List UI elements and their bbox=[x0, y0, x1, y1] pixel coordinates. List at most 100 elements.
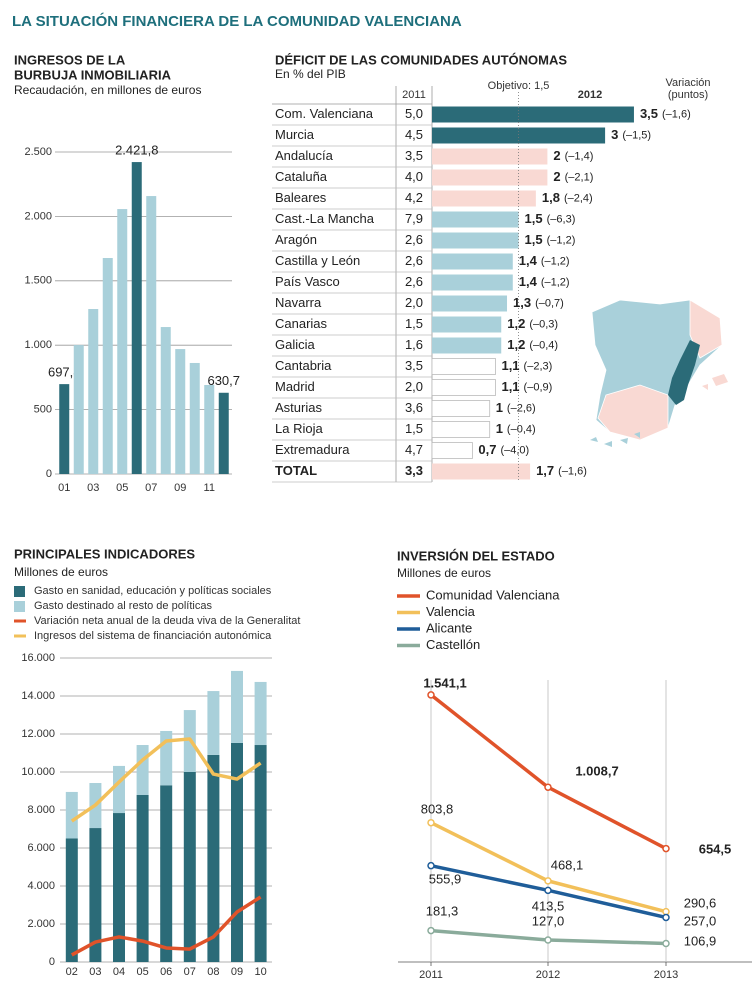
legend-swatch bbox=[14, 601, 25, 612]
x-tick-label: 03 bbox=[87, 482, 99, 494]
bar bbox=[431, 400, 491, 417]
value-label: 555,9 bbox=[429, 871, 462, 886]
map-islands bbox=[702, 374, 728, 390]
row-label: Com. Valenciana bbox=[275, 106, 374, 121]
value-label: 630,7 bbox=[207, 373, 240, 388]
x-tick-label: 04 bbox=[113, 966, 125, 978]
variation-label: (–0,4) bbox=[529, 339, 558, 351]
y-tick-label: 10.000 bbox=[21, 766, 55, 778]
point-marker bbox=[427, 818, 435, 827]
point-marker bbox=[544, 877, 552, 885]
chart-title: PRINCIPALES INDICADORES bbox=[14, 546, 195, 561]
y-tick-label: 8.000 bbox=[27, 804, 55, 816]
value-label: 803,8 bbox=[421, 801, 454, 816]
value-label: 468,1 bbox=[551, 857, 584, 872]
value-label: 697,8 bbox=[48, 365, 81, 380]
row-label: Galicia bbox=[275, 337, 316, 352]
value-label: 2.421,8 bbox=[115, 143, 158, 158]
x-tick-label: 09 bbox=[174, 482, 186, 494]
value-label: 1,5 bbox=[525, 232, 543, 247]
variation-label: (–1,4) bbox=[565, 150, 594, 162]
value-label: 1,8 bbox=[542, 190, 560, 205]
bar bbox=[432, 316, 502, 333]
value-label: 127,0 bbox=[532, 913, 565, 928]
line-series bbox=[429, 693, 667, 851]
main-title: LA SITUACIÓN FINANCIERA DE LA COMUNIDAD … bbox=[12, 12, 462, 30]
variation-label: (–1,6) bbox=[558, 465, 587, 477]
bar-segment bbox=[136, 794, 149, 962]
value-label: 1,5 bbox=[525, 211, 543, 226]
bar bbox=[146, 196, 157, 474]
y-tick-label: 0 bbox=[49, 956, 55, 968]
bar-segment bbox=[207, 691, 220, 755]
cell-value: 2,0 bbox=[405, 379, 423, 394]
bar bbox=[432, 211, 519, 228]
value-label: 1.008,7 bbox=[575, 763, 618, 778]
point-marker bbox=[544, 886, 552, 895]
chart-subtitle: En % del PIB bbox=[275, 67, 346, 81]
row-label: Cantabria bbox=[275, 358, 332, 373]
bar bbox=[131, 162, 142, 475]
bar bbox=[432, 169, 548, 186]
row-label: Andalucía bbox=[275, 148, 334, 163]
bar bbox=[204, 384, 215, 474]
bar-segment bbox=[89, 828, 102, 962]
chart-title: INVERSIÓN DEL ESTADO bbox=[397, 548, 555, 563]
bar bbox=[88, 309, 99, 474]
value-label: 1,1 bbox=[501, 358, 519, 373]
value-label: 1,1 bbox=[501, 379, 519, 394]
legend-label: Ingresos del sistema de financiación aut… bbox=[34, 630, 272, 642]
cell-value: 3,5 bbox=[405, 148, 423, 163]
variation-label: (–0,3) bbox=[529, 318, 558, 330]
bar-segment bbox=[254, 745, 267, 962]
variation-label: (–2,6) bbox=[507, 402, 536, 414]
value-label: 290,6 bbox=[684, 895, 717, 910]
point-marker bbox=[662, 939, 670, 948]
value-label: 1,4 bbox=[519, 253, 538, 268]
map bbox=[590, 299, 728, 447]
variation-label: (–6,3) bbox=[547, 213, 576, 225]
column-header: 2012 bbox=[578, 89, 602, 101]
bar bbox=[218, 392, 229, 474]
bar bbox=[432, 337, 502, 354]
chart-subtitle: Millones de euros bbox=[14, 565, 108, 579]
x-tick-label: 05 bbox=[136, 966, 148, 978]
cell-value: 2,0 bbox=[405, 295, 423, 310]
y-tick-label: 1.000 bbox=[24, 339, 52, 351]
point-marker bbox=[427, 691, 435, 699]
row-label: Baleares bbox=[275, 190, 327, 205]
point-marker bbox=[662, 913, 670, 922]
bar-segment bbox=[113, 813, 125, 962]
cell-value: 1,5 bbox=[405, 421, 423, 436]
bar-segment bbox=[231, 742, 243, 962]
value-label: 3,5 bbox=[640, 106, 658, 121]
bar bbox=[431, 358, 496, 375]
map-region bbox=[668, 340, 700, 405]
variation-label: (–1,5) bbox=[622, 129, 651, 141]
row-label: Navarra bbox=[275, 295, 322, 310]
y-tick-label: 1.500 bbox=[24, 275, 52, 287]
x-tick-label: 01 bbox=[58, 482, 70, 494]
column-header: (puntos) bbox=[668, 89, 708, 101]
legend-label: Valencia bbox=[426, 604, 476, 619]
chart-subtitle: Millones de euros bbox=[397, 566, 491, 580]
bar bbox=[189, 362, 200, 474]
value-label: 0,7 bbox=[478, 442, 496, 457]
bar-segment bbox=[65, 791, 78, 839]
bar bbox=[73, 345, 84, 474]
bar bbox=[175, 349, 186, 474]
cell-value: 7,9 bbox=[405, 211, 423, 226]
x-tick-label: 2013 bbox=[654, 969, 678, 981]
cell-value: 4,2 bbox=[405, 190, 423, 205]
row-label: Castilla y León bbox=[275, 253, 360, 268]
legend-label: Gasto en sanidad, educación y políticas … bbox=[34, 585, 272, 597]
point-marker bbox=[427, 926, 435, 935]
bar bbox=[432, 127, 606, 144]
bar-segment bbox=[183, 772, 196, 962]
value-label: 181,3 bbox=[426, 903, 459, 918]
variation-label: (–1,2) bbox=[541, 255, 570, 267]
map-region bbox=[597, 384, 669, 441]
value-label: 2 bbox=[553, 148, 560, 163]
cell-value: 1,5 bbox=[405, 316, 423, 331]
